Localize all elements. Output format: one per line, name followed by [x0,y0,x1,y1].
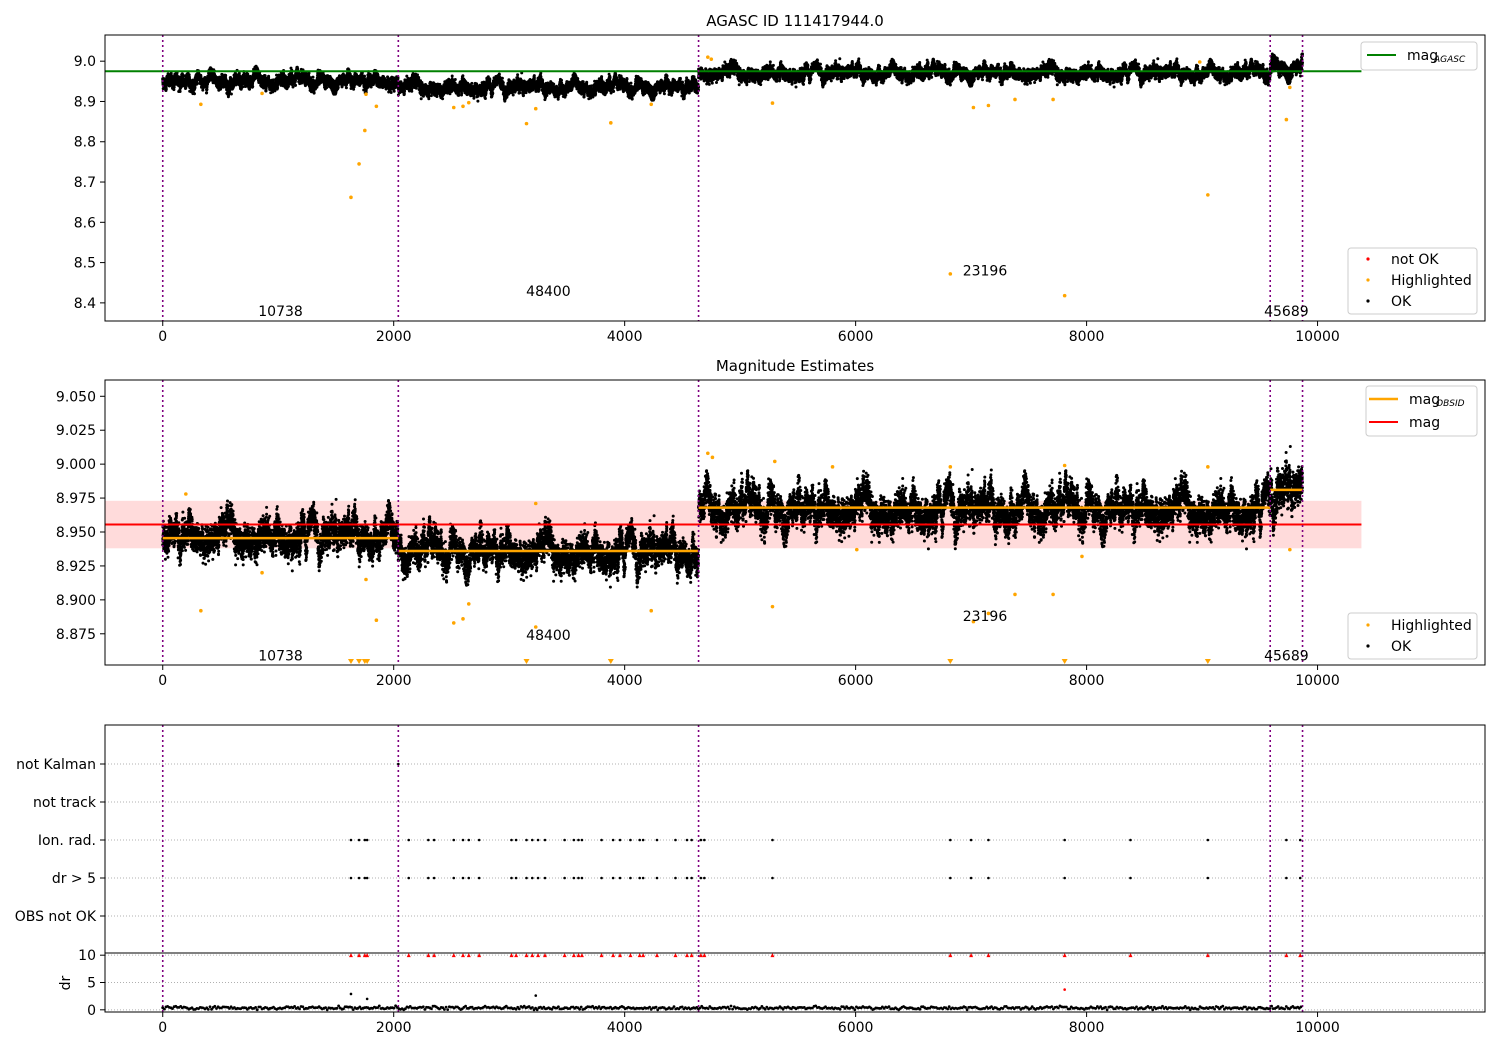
ok-point [172,88,176,92]
ok-point [403,89,407,93]
panel-1-ok-points [161,52,1304,103]
ok-point [344,86,348,90]
ok-point [251,85,255,88]
ok-point [419,97,423,101]
ok-point [294,83,297,87]
ok-point [193,92,196,96]
ok-point [453,78,457,81]
ok-point [184,86,188,90]
ok-point [205,85,209,89]
ok-point [460,91,464,95]
ok-point [389,91,393,94]
ok-point [427,95,431,99]
ok-point [205,91,209,95]
ok-point [172,85,176,89]
ok-point [276,86,280,90]
ok-point [300,81,304,85]
ok-point [441,97,445,101]
ok-point [450,74,454,78]
ok-point [325,86,329,90]
ok-point [457,93,461,97]
ok-point [392,89,396,93]
ok-point [461,74,465,78]
ok-point [178,90,182,93]
ok-point [435,95,439,98]
ok-point [410,89,414,93]
panel-1-title: AGASC ID 111417944.0 [706,12,884,30]
agasc-magnitude-panel: AGASC ID 111417944.0 1073848400231964568… [74,12,1486,345]
ok-point [169,71,173,75]
ok-point [363,74,366,78]
ok-point [296,67,300,71]
ok-point [271,78,275,82]
ok-point [312,91,316,95]
ok-point [336,86,340,90]
ok-point [227,93,231,97]
ok-point [193,86,197,90]
ok-point [229,92,233,96]
ok-point [267,74,271,78]
ok-point [263,74,267,78]
ok-point [195,82,199,86]
ok-point [164,87,168,91]
ok-point [224,73,228,77]
ok-point [311,75,315,79]
ok-point [246,72,250,76]
